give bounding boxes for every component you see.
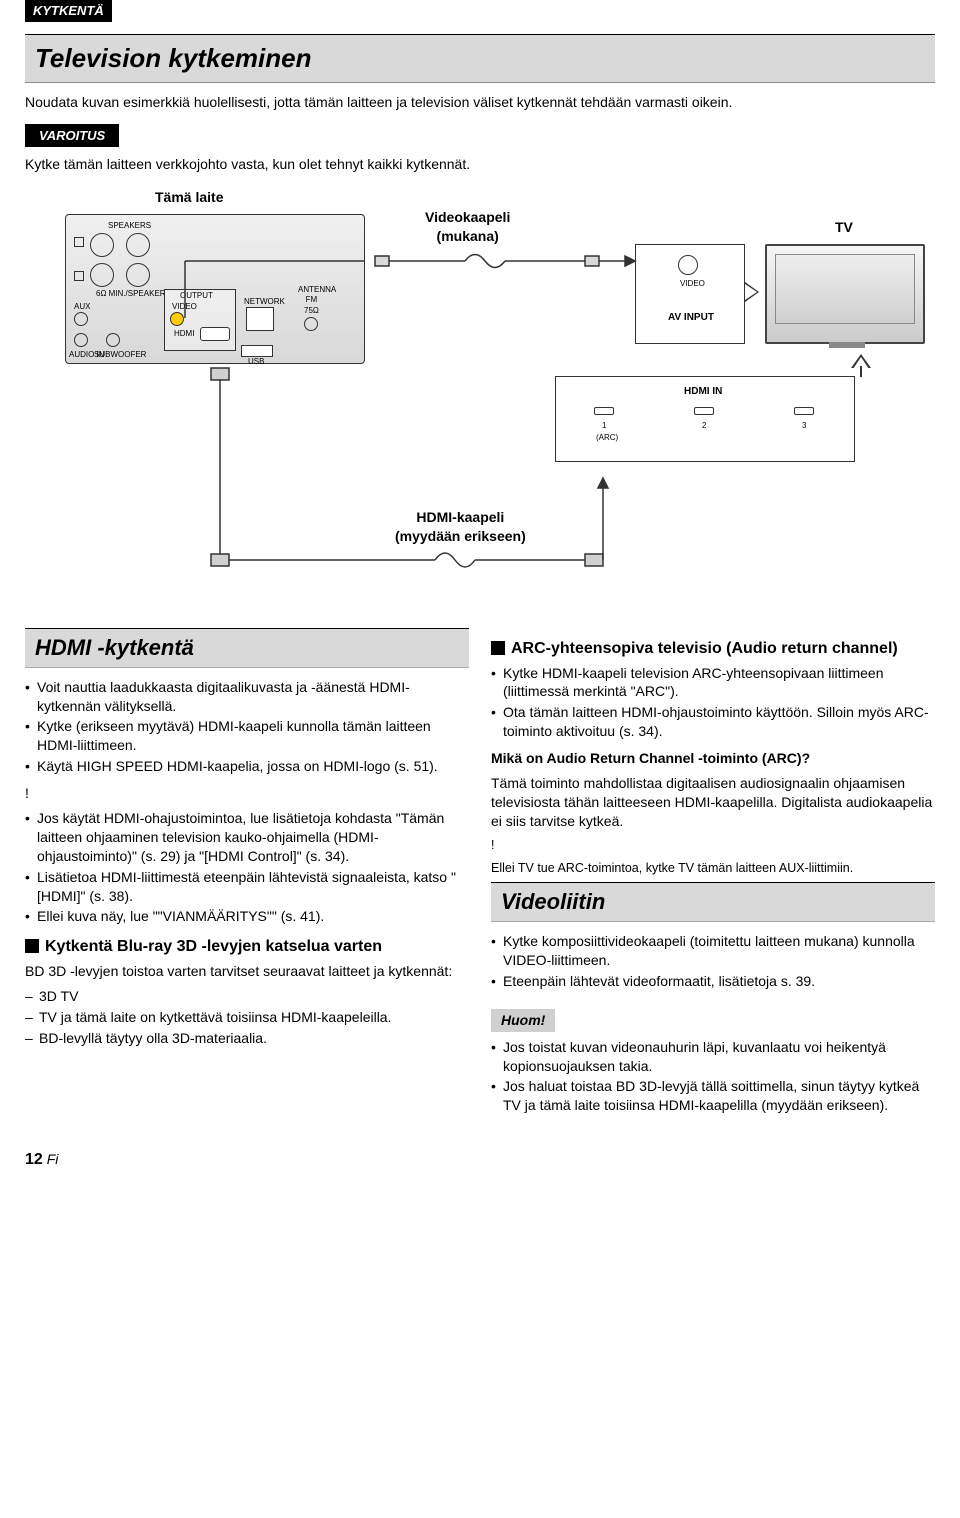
- list-item: Kytke komposiittivideokaapeli (toimitett…: [491, 932, 935, 970]
- list-item: Ota tämän laitteen HDMI-ohjaustoiminto k…: [491, 703, 935, 741]
- list-item: Lisätietoa HDMI-liittimestä eteenpäin lä…: [25, 868, 469, 906]
- list-item: Kytke HDMI-kaapeli television ARC-yhteen…: [491, 664, 935, 702]
- list-item: Jos toistat kuvan videonauhurin läpi, ku…: [491, 1038, 935, 1076]
- hdmi-heading: HDMI -kytkentä: [25, 628, 469, 668]
- list-item: Käytä HIGH SPEED HDMI-kaapelia, jossa on…: [25, 757, 469, 776]
- video-heading: Videoliitin: [491, 882, 935, 922]
- arc-question: Mikä on Audio Return Channel -toiminto (…: [491, 749, 935, 768]
- diagram-cables: [25, 188, 935, 608]
- left-column: HDMI -kytkentä Voit nauttia laadukkaasta…: [25, 628, 469, 1123]
- arc-answer: Tämä toiminto mahdollistaa digitaalisen …: [491, 774, 935, 831]
- square-icon: [491, 641, 505, 655]
- list-item: Eteenpäin lähtevät videoformaatit, lisät…: [491, 972, 935, 991]
- video-bullets: Kytke komposiittivideokaapeli (toimitett…: [491, 932, 935, 991]
- page-suffix: Fi: [47, 1151, 59, 1167]
- note-mark: !: [25, 784, 469, 803]
- page-number: 12: [25, 1151, 43, 1168]
- list-item: Jos haluat toistaa BD 3D-levyjä tällä so…: [491, 1077, 935, 1115]
- huom-label: Huom!: [491, 1009, 555, 1032]
- arc-heading: ARC-yhteensopiva televisio (Audio return…: [491, 638, 935, 660]
- connection-diagram: Tämä laite SPEAKERS 6Ω MIN./SPEAKER OUTP…: [25, 188, 935, 608]
- bluray-list: 3D TV TV ja tämä laite on kytkettävä toi…: [25, 987, 469, 1048]
- square-icon: [25, 939, 39, 953]
- arc-note: Ellei TV tue ARC-toimintoa, kytke TV täm…: [491, 860, 935, 877]
- arc-heading-text: ARC-yhteensopiva televisio (Audio return…: [511, 638, 898, 660]
- list-item: TV ja tämä laite on kytkettävä toisiinsa…: [25, 1008, 469, 1027]
- hdmi-bullets-2: Jos käytät HDMI-ohajustoimintoa, lue lis…: [25, 809, 469, 926]
- list-item: BD-levyllä täytyy olla 3D-materiaalia.: [25, 1029, 469, 1048]
- huom-list: Jos toistat kuvan videonauhurin läpi, ku…: [491, 1038, 935, 1116]
- section-header: KYTKENTÄ: [25, 0, 112, 22]
- list-item: Voit nauttia laadukkaasta digitaalikuvas…: [25, 678, 469, 716]
- list-item: Ellei kuva näy, lue ""VIANMÄÄRITYS"" (s.…: [25, 907, 469, 926]
- right-column: ARC-yhteensopiva televisio (Audio return…: [491, 628, 935, 1123]
- hdmi-bullets-1: Voit nauttia laadukkaasta digitaalikuvas…: [25, 678, 469, 776]
- bluray-heading: Kytkentä Blu-ray 3D -levyjen katselua va…: [25, 936, 469, 958]
- list-item: 3D TV: [25, 987, 469, 1006]
- arc-bullets: Kytke HDMI-kaapeli television ARC-yhteen…: [491, 664, 935, 742]
- intro-text: Noudata kuvan esimerkkiä huolellisesti, …: [25, 93, 935, 112]
- page-title: Television kytkeminen: [25, 34, 935, 83]
- warning-text: Kytke tämän laitteen verkkojohto vasta, …: [25, 155, 935, 174]
- warning-label: VAROITUS: [25, 124, 119, 148]
- list-item: Kytke (erikseen myytävä) HDMI-kaapeli ku…: [25, 717, 469, 755]
- note-mark-r: !: [491, 837, 935, 854]
- page-footer: 12 Fi: [25, 1149, 935, 1171]
- list-item: Jos käytät HDMI-ohajustoimintoa, lue lis…: [25, 809, 469, 866]
- bluray-heading-text: Kytkentä Blu-ray 3D -levyjen katselua va…: [45, 936, 382, 958]
- bluray-intro: BD 3D -levyjen toistoa varten tarvitset …: [25, 962, 469, 981]
